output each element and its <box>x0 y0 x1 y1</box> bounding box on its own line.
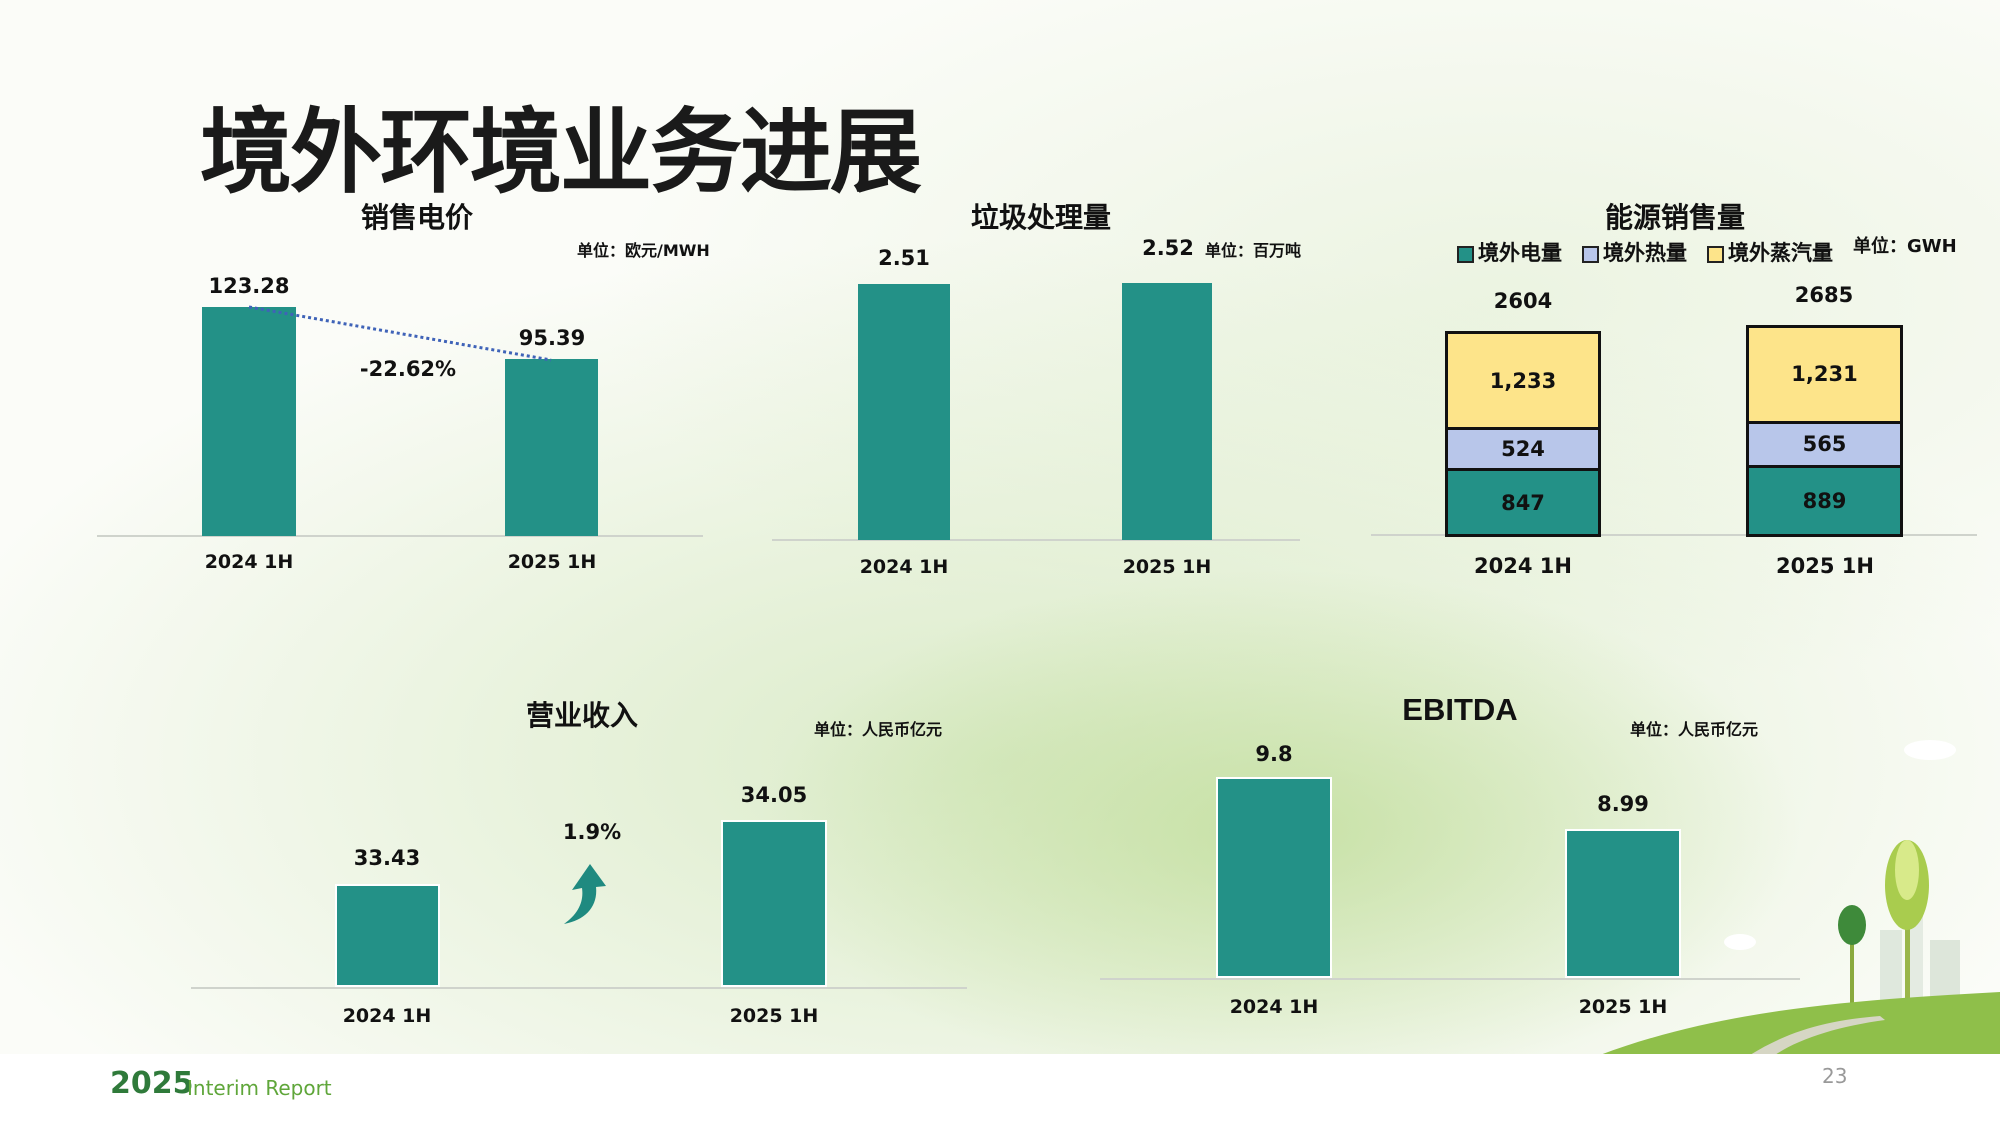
baseline <box>191 987 967 989</box>
page-number: 23 <box>1822 1064 1848 1088</box>
legend-swatch <box>1582 245 1599 263</box>
data-label: 123.28 <box>208 274 290 298</box>
chart-title: EBITDA <box>1402 692 1518 727</box>
change-label: -22.62% <box>359 357 457 381</box>
landscape-decoration <box>1600 740 2000 1060</box>
total-label: 2685 <box>1794 283 1854 308</box>
stack-segment: 1,231 <box>1746 325 1903 424</box>
stack-segment: 889 <box>1746 464 1903 537</box>
legend-swatch <box>1457 245 1474 263</box>
legend-label: 境外蒸汽量 <box>1728 241 1833 265</box>
x-tick-label: 2024 1H <box>859 556 949 578</box>
data-label: 2.51 <box>878 246 930 270</box>
stack-segment: 1,233 <box>1445 331 1601 431</box>
x-tick-label: 2024 1H <box>1474 554 1572 578</box>
x-tick-label: 2025 1H <box>507 551 597 573</box>
chart-title: 销售电价 <box>360 201 474 234</box>
x-tick-label: 2024 1H <box>1229 996 1319 1018</box>
growth-label: 1.9% <box>562 820 622 844</box>
bar-2024-1h <box>335 884 440 987</box>
chart-unit: 单位：百万吨 <box>1205 241 1302 260</box>
legend-label: 境外热量 <box>1603 241 1687 265</box>
chart-title: 能源销售量 <box>1604 201 1746 234</box>
data-label: 34.05 <box>740 783 808 807</box>
data-label: 33.43 <box>353 846 421 870</box>
stack-segment: 847 <box>1445 468 1601 537</box>
hill <box>1600 992 2000 1060</box>
baseline <box>772 539 1300 541</box>
cloud-icon <box>1724 934 1756 950</box>
footer-report: Interim Report <box>187 1076 332 1100</box>
chart-unit: 单位：人民币亿元 <box>1630 720 1759 739</box>
legend-item-electricity: 境外电量 <box>1457 237 1562 267</box>
footer: 2025 Interim Report 23 <box>0 1054 2000 1125</box>
legend-label: 境外电量 <box>1478 241 1562 265</box>
legend-item-steam: 境外蒸汽量 <box>1707 237 1833 267</box>
data-label: 2.52 <box>1142 236 1194 260</box>
bar-2025-1h <box>505 358 598 536</box>
footer-year: 2025 <box>110 1066 194 1101</box>
x-tick-label: 2025 1H <box>1776 554 1874 578</box>
bar-2025-1h <box>1565 828 1681 978</box>
x-tick-label: 2024 1H <box>204 551 294 573</box>
up-arrow-icon <box>564 864 606 924</box>
chart-unit: 单位：GWH <box>1853 236 1957 257</box>
legend-swatch <box>1707 245 1724 263</box>
chart-title: 垃圾处理量 <box>970 201 1112 234</box>
chart-unit: 单位：欧元/MWH <box>577 241 710 260</box>
tree-icon <box>1838 905 1866 945</box>
data-label: 9.8 <box>1255 742 1293 766</box>
baseline <box>1100 978 1800 980</box>
legend-item-heat: 境外热量 <box>1582 237 1687 267</box>
total-label: 2604 <box>1493 289 1553 314</box>
baseline <box>1371 534 1977 536</box>
trend-line <box>248 305 552 362</box>
legend: 境外电量 境外热量 境外蒸汽量 <box>1457 237 1833 267</box>
baseline <box>97 535 703 537</box>
stack-segment: 524 <box>1445 427 1601 472</box>
x-tick-label: 2024 1H <box>342 1005 432 1027</box>
x-tick-label: 2025 1H <box>1578 996 1668 1018</box>
bar-2024-1h <box>202 307 296 536</box>
chart-title: 营业收入 <box>525 699 639 732</box>
data-label: 8.99 <box>1597 792 1649 816</box>
page-title: 境外环境业务进展 <box>200 99 922 206</box>
x-tick-label: 2025 1H <box>729 1005 819 1027</box>
bar-2025-1h <box>721 820 827 987</box>
x-tick-label: 2025 1H <box>1122 556 1212 578</box>
chart-unit: 单位：人民币亿元 <box>814 720 943 739</box>
bar-2024-1h <box>1216 777 1332 978</box>
stack-segment: 565 <box>1746 420 1903 468</box>
bar-2024-1h <box>858 283 950 540</box>
data-label: 95.39 <box>518 326 586 350</box>
cloud-icon <box>1904 740 1956 760</box>
bar-2025-1h <box>1122 282 1212 540</box>
trend-line-segment <box>248 305 552 362</box>
